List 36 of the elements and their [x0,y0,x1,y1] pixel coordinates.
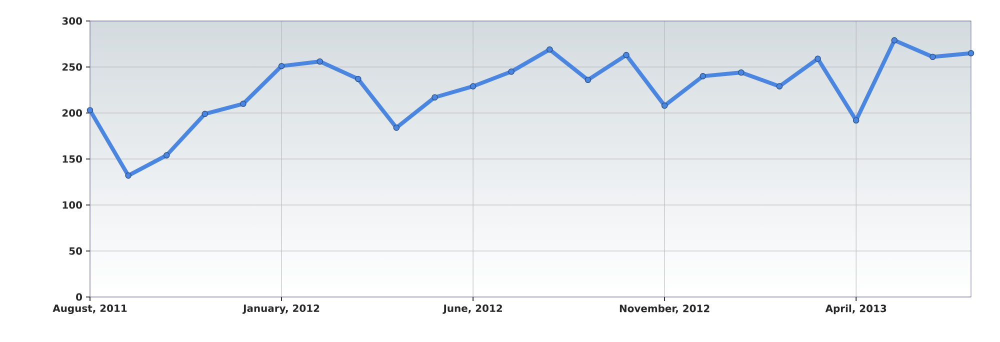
point [776,83,783,90]
point [852,117,860,124]
y-tick-label: 200 [62,109,82,117]
point [508,68,514,75]
point [316,58,323,65]
point [202,110,208,118]
point [930,54,936,60]
point [891,37,898,44]
x-tick-label: June, 2012 [442,304,502,314]
point [240,100,246,107]
x-tick-label: August, 2011 [52,304,127,314]
point [86,107,94,114]
point [278,62,285,70]
y-tick-label: 100 [62,201,82,209]
y-tick-label: 250 [62,63,82,71]
y-tick-label: 300 [62,17,82,25]
x-tick-label: January, 2012 [242,304,320,314]
point [354,76,362,82]
point [432,94,438,100]
point [163,152,170,158]
point [623,52,630,58]
point [393,124,400,131]
x-tick-label: April, 2013 [825,304,886,314]
point [470,83,476,90]
x-tick-label: November, 2012 [620,304,710,314]
point [584,76,592,84]
point [814,56,821,62]
point [968,50,974,56]
point [546,46,553,53]
point [700,73,706,80]
point [661,102,668,109]
point [738,69,744,76]
y-tick-label: 50 [69,247,82,255]
point [125,172,132,179]
y-tick-label: 0 [76,293,82,301]
y-tick-label: 150 [62,155,82,163]
